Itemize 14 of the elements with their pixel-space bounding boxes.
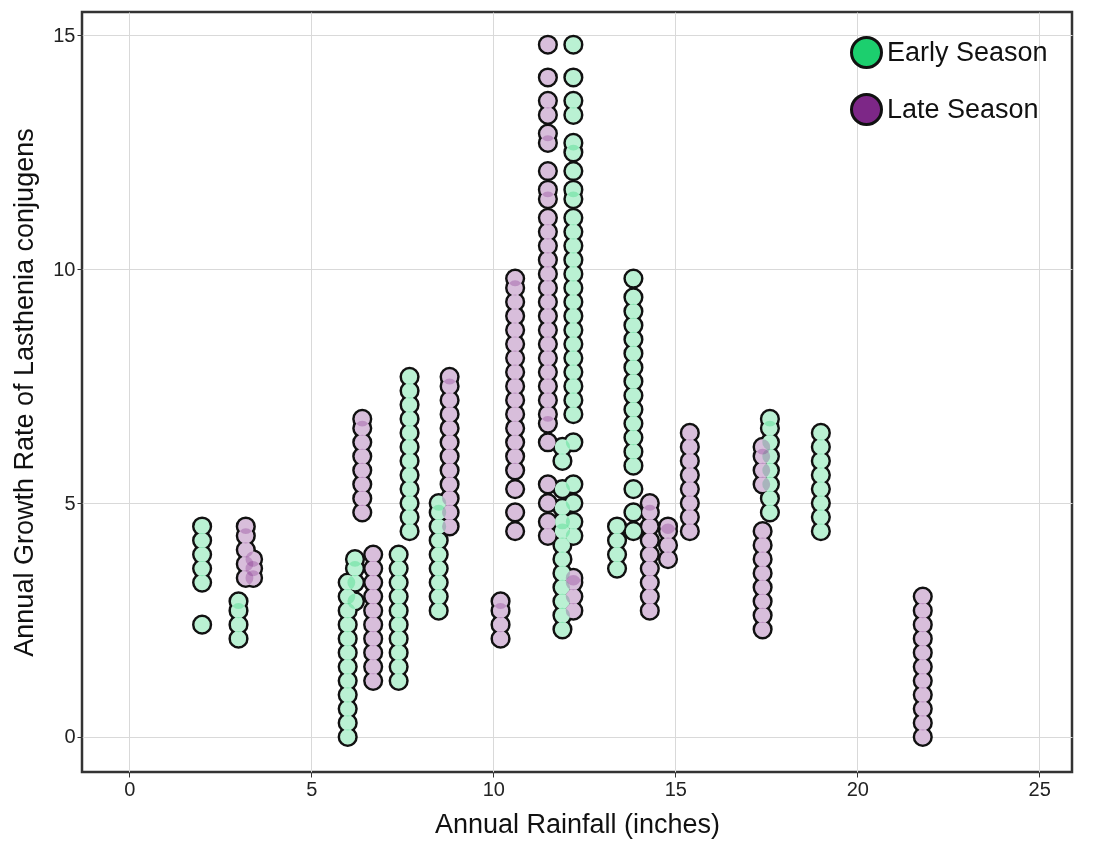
- x-tick-label: 25: [1028, 777, 1051, 800]
- x-tick-label: 5: [306, 777, 318, 800]
- x-tick-label: 20: [846, 777, 869, 800]
- legend-label: Early Season: [887, 36, 1048, 67]
- legend-label: Late Season: [887, 93, 1039, 124]
- x-tick-label: 0: [124, 777, 136, 800]
- x-axis-title: Annual Rainfall (inches): [434, 808, 721, 839]
- y-tick-label: 15: [53, 23, 76, 46]
- y-axis-title: Annual Growth Rate of Lasthenia conjugens: [9, 128, 40, 657]
- y-tick-label: 0: [64, 725, 76, 748]
- y-tick-label: 5: [64, 491, 76, 514]
- y-tick-label: 10: [53, 257, 76, 280]
- x-tick-label: 15: [664, 777, 687, 800]
- x-tick-label: 10: [482, 777, 505, 800]
